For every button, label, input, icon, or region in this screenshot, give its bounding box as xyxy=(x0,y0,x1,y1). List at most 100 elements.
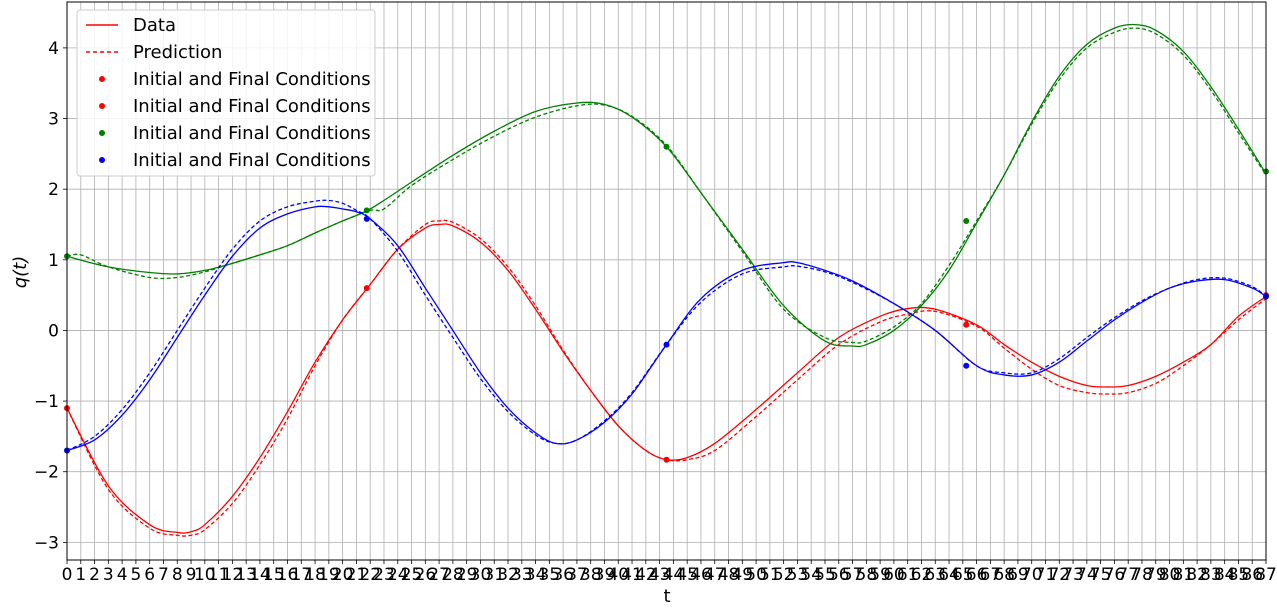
legend-conditions-blue-swatch xyxy=(99,157,105,163)
blue-data-line xyxy=(66,205,1267,452)
x-tick-label: 28 xyxy=(442,565,464,585)
x-tick-label: 38 xyxy=(580,565,602,585)
x-tick-label: 36 xyxy=(552,565,574,585)
x-tick-label: 72 xyxy=(1048,565,1070,585)
x-tick-label: 75 xyxy=(1090,565,1112,585)
x-tick-label: 70 xyxy=(1021,565,1043,585)
x-tick-label: 55 xyxy=(814,565,836,585)
x-tick-label: 83 xyxy=(1200,565,1222,585)
x-tick-label: 8 xyxy=(172,565,183,585)
x-tick-label: 43 xyxy=(649,565,671,585)
x-tick-label: 86 xyxy=(1241,565,1263,585)
x-tick-label: 52 xyxy=(773,565,795,585)
x-tick-label: 79 xyxy=(1145,565,1167,585)
x-tick-label: 68 xyxy=(993,565,1015,585)
x-tick-label: 61 xyxy=(897,565,919,585)
x-tick-label: 42 xyxy=(635,565,657,585)
x-tick-label: 19 xyxy=(318,565,340,585)
y-tick-label: −1 xyxy=(34,392,59,412)
x-tick-label: 50 xyxy=(745,565,767,585)
legend-prediction-label: Prediction xyxy=(133,42,222,63)
y-tick-label: 2 xyxy=(48,180,59,200)
x-tick-label: 81 xyxy=(1172,565,1194,585)
x-tick-label: 13 xyxy=(235,565,257,585)
y-axis-label: q(t) xyxy=(10,256,31,289)
x-tick-label: 33 xyxy=(511,565,533,585)
legend-data-label: Data xyxy=(133,15,176,36)
x-tick-label: 29 xyxy=(456,565,478,585)
x-tick-label: 63 xyxy=(924,565,946,585)
green-condition-marker xyxy=(963,217,970,224)
x-axis-label: t xyxy=(663,586,670,607)
x-tick-label: 49 xyxy=(731,565,753,585)
series-lines xyxy=(66,23,1267,537)
x-tick-label: 65 xyxy=(952,565,974,585)
x-tick-label: 64 xyxy=(938,565,960,585)
legend-conditions-red-1-swatch xyxy=(99,76,105,82)
x-tick-label: 57 xyxy=(842,565,864,585)
x-tick-label: 78 xyxy=(1131,565,1153,585)
x-tick-label: 46 xyxy=(690,565,712,585)
x-tick-label: 54 xyxy=(800,565,822,585)
x-tick-label: 74 xyxy=(1076,565,1098,585)
x-tick-label: 17 xyxy=(290,565,312,585)
legend-box xyxy=(76,9,376,177)
x-tick-label: 59 xyxy=(869,565,891,585)
x-tick-label: 37 xyxy=(566,565,588,585)
y-tick-label: 0 xyxy=(48,321,59,341)
y-tick-label: −3 xyxy=(34,533,59,553)
legend-conditions-blue-label: Initial and Final Conditions xyxy=(133,150,371,171)
x-tick-label: 3 xyxy=(103,565,114,585)
x-tick-label: 60 xyxy=(883,565,905,585)
green-condition-marker xyxy=(363,207,370,214)
x-tick-label: 25 xyxy=(401,565,423,585)
x-tick-label: 20 xyxy=(332,565,354,585)
x-tick-label: 21 xyxy=(346,565,368,585)
x-tick-label: 0 xyxy=(62,565,73,585)
legend-conditions-red-2-label: Initial and Final Conditions xyxy=(133,96,371,117)
legend-conditions-green-label: Initial and Final Conditions xyxy=(133,123,371,144)
x-tick-label: 23 xyxy=(373,565,395,585)
x-tick-label: 27 xyxy=(428,565,450,585)
y-tick-label: 3 xyxy=(48,110,59,130)
x-tick-label: 34 xyxy=(525,565,547,585)
y-tick-label: 4 xyxy=(48,39,59,59)
y-tick-label: −2 xyxy=(34,463,59,483)
y-tick-label: 1 xyxy=(48,251,59,271)
x-tick-label: 30 xyxy=(470,565,492,585)
red-condition-marker xyxy=(963,321,970,328)
blue-condition-marker xyxy=(663,341,670,348)
x-tick-label: 40 xyxy=(607,565,629,585)
x-tick-label: 44 xyxy=(663,565,685,585)
y-axis-ticks: −3 −2 −1 0 1 2 3 4 xyxy=(34,39,67,553)
x-tick-label: 76 xyxy=(1104,565,1126,585)
x-tick-label: 41 xyxy=(621,565,643,585)
blue-prediction-line xyxy=(66,199,1267,452)
plot-frame xyxy=(66,1,1267,561)
blue-condition-marker xyxy=(963,362,970,369)
x-tick-label: 10 xyxy=(194,565,216,585)
x-tick-label: 73 xyxy=(1062,565,1084,585)
x-tick-label: 16 xyxy=(277,565,299,585)
x-tick-label: 84 xyxy=(1214,565,1236,585)
red-condition-marker xyxy=(363,285,370,292)
x-tick-label: 80 xyxy=(1159,565,1181,585)
x-tick-label: 15 xyxy=(263,565,285,585)
x-tick-label: 47 xyxy=(704,565,726,585)
x-tick-label: 51 xyxy=(759,565,781,585)
x-tick-label: 58 xyxy=(856,565,878,585)
x-tick-label: 71 xyxy=(1035,565,1057,585)
x-tick-label: 22 xyxy=(359,565,381,585)
x-tick-label: 39 xyxy=(594,565,616,585)
x-tick-label: 45 xyxy=(676,565,698,585)
x-tick-label: 1 xyxy=(75,565,86,585)
x-tick-label: 11 xyxy=(208,565,230,585)
blue-condition-marker xyxy=(363,215,370,222)
x-tick-label: 82 xyxy=(1186,565,1208,585)
x-tick-label: 14 xyxy=(249,565,271,585)
x-tick-label: 53 xyxy=(787,565,809,585)
x-axis-ticks: 0 1 2 3 4 5 6 7 8 9101112131415161718192021222324… xyxy=(62,560,1277,585)
x-tick-label: 7 xyxy=(158,565,169,585)
green-condition-marker xyxy=(663,143,670,150)
